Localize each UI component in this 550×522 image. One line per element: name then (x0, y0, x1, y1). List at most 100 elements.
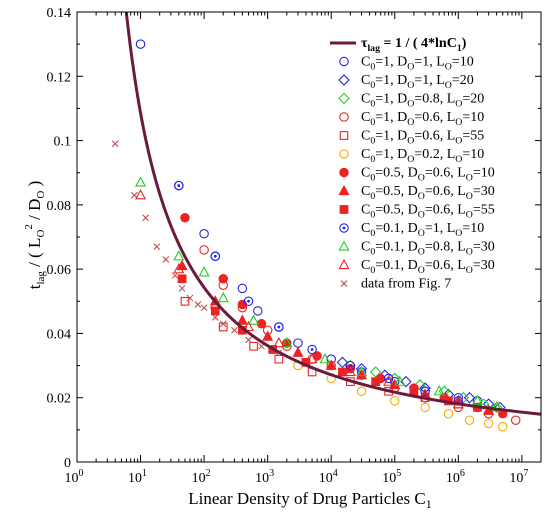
x-tick-label: 104 (319, 468, 338, 486)
data-point (319, 352, 331, 364)
data-point (135, 176, 147, 187)
data-point (178, 285, 186, 292)
data-point (171, 272, 179, 279)
data-point (173, 250, 185, 261)
data-point (400, 375, 412, 388)
data-point (217, 291, 229, 303)
data-point (292, 346, 304, 357)
series-11 (135, 176, 503, 412)
y-tick-label: 0.08 (47, 199, 72, 214)
legend-marker (338, 184, 350, 196)
data-point (281, 336, 293, 348)
data-point (477, 398, 490, 410)
legend-marker (339, 56, 349, 67)
y-tick-label: 0.14 (47, 6, 72, 21)
data-point (414, 379, 426, 391)
data-point (211, 314, 219, 321)
legend-marker (339, 131, 349, 140)
axes: 0 0.02 0.04 0.06 0.08 0.1 0.12 0.14 100 101 102 103… (47, 6, 542, 486)
data-point (394, 375, 406, 386)
legend-marker (338, 258, 350, 270)
legend-marker (339, 205, 349, 214)
y-axis-label: tlag / ( LO2 / DO ) (23, 181, 47, 290)
y-tick-label: 0.02 (47, 392, 72, 407)
data-point (198, 266, 210, 277)
data-point (111, 140, 119, 148)
data-point (243, 296, 254, 307)
data-point (249, 341, 258, 351)
data-point (344, 365, 356, 377)
legend-marker (338, 240, 350, 251)
data-point (248, 314, 260, 325)
series-13 (111, 140, 283, 357)
legend-label: C0=0.1, DO=0.6, LO=30 (361, 258, 495, 276)
theory-curve (124, 12, 541, 416)
data-point (245, 336, 252, 344)
legend-label: C0=1, DO=1, LO=10 (361, 55, 474, 73)
legend-label: C0=1, DO=0.6, LO=55 (361, 129, 484, 147)
data-point (177, 274, 187, 284)
series-12 (135, 189, 495, 415)
data-point (306, 352, 318, 364)
series-5 (180, 296, 463, 409)
data-point (218, 274, 228, 284)
data-point (356, 365, 368, 377)
data-point (464, 415, 475, 425)
data-point (180, 296, 190, 306)
y-tick-label: 0.04 (47, 327, 72, 342)
series-9 (177, 274, 482, 412)
data-point (433, 385, 445, 396)
x-tick-label: 101 (128, 468, 147, 486)
data-point (262, 330, 274, 341)
data-point (236, 314, 248, 325)
data-point (443, 409, 454, 419)
data-point (497, 421, 508, 432)
legend-label: C0=0.1, DO=1, LO=10 (361, 221, 484, 239)
legend-marker (338, 74, 350, 86)
data-point (194, 301, 202, 308)
data-point (219, 320, 227, 328)
data-point (210, 251, 221, 262)
data-point (162, 256, 170, 263)
data-point (490, 401, 503, 414)
legend-marker (339, 167, 349, 178)
legend-label: C0=0.5, DO=0.6, LO=30 (361, 184, 495, 202)
legend: τlag = 1 / ( 4*lnC1)C0=1, DO=1, LO=10C0=… (330, 36, 495, 292)
x-tick-label: 103 (255, 468, 274, 486)
data-point (186, 294, 194, 302)
data-point (356, 386, 367, 397)
data-point (237, 283, 248, 294)
legend-label: C0=1, DO=0.2, LO=10 (361, 147, 484, 165)
data-point (510, 415, 521, 425)
x-tick-label: 100 (65, 468, 84, 486)
legend-label: C0=0.1, DO=0.8, LO=30 (361, 240, 495, 258)
data-point (142, 214, 149, 222)
data-point (371, 377, 380, 386)
legend-label: C0=1, DO=0.8, LO=20 (361, 92, 484, 110)
data-point (491, 401, 503, 412)
data-point (383, 375, 395, 386)
y-tick-label: 0.06 (47, 263, 72, 278)
legend-label: C0=1, DO=1, LO=20 (361, 73, 474, 91)
legend-label: C0=0.5, DO=0.6, LO=10 (361, 166, 495, 184)
x-tick-label: 106 (446, 468, 465, 486)
data-point (180, 212, 190, 223)
legend-theory-label: τlag = 1 / ( 4*lnC1) (361, 36, 467, 54)
data-point (199, 229, 209, 239)
data-point (325, 359, 337, 370)
data-point (231, 326, 238, 334)
legend-marker (339, 223, 349, 233)
data-point (457, 391, 470, 404)
legend-marker (339, 112, 349, 122)
data-point (199, 245, 209, 255)
legend-marker (339, 149, 349, 159)
data-point (390, 396, 400, 406)
legend-label: data from Fig. 7 (361, 277, 451, 292)
x-tick-label: 107 (509, 468, 528, 486)
data-point (274, 322, 284, 332)
data-point (369, 366, 382, 378)
data-point (253, 306, 263, 316)
legend-label: C0=1, DO=0.6, LO=10 (361, 110, 484, 128)
plot-area (111, 12, 541, 432)
legend-marker (340, 280, 348, 287)
